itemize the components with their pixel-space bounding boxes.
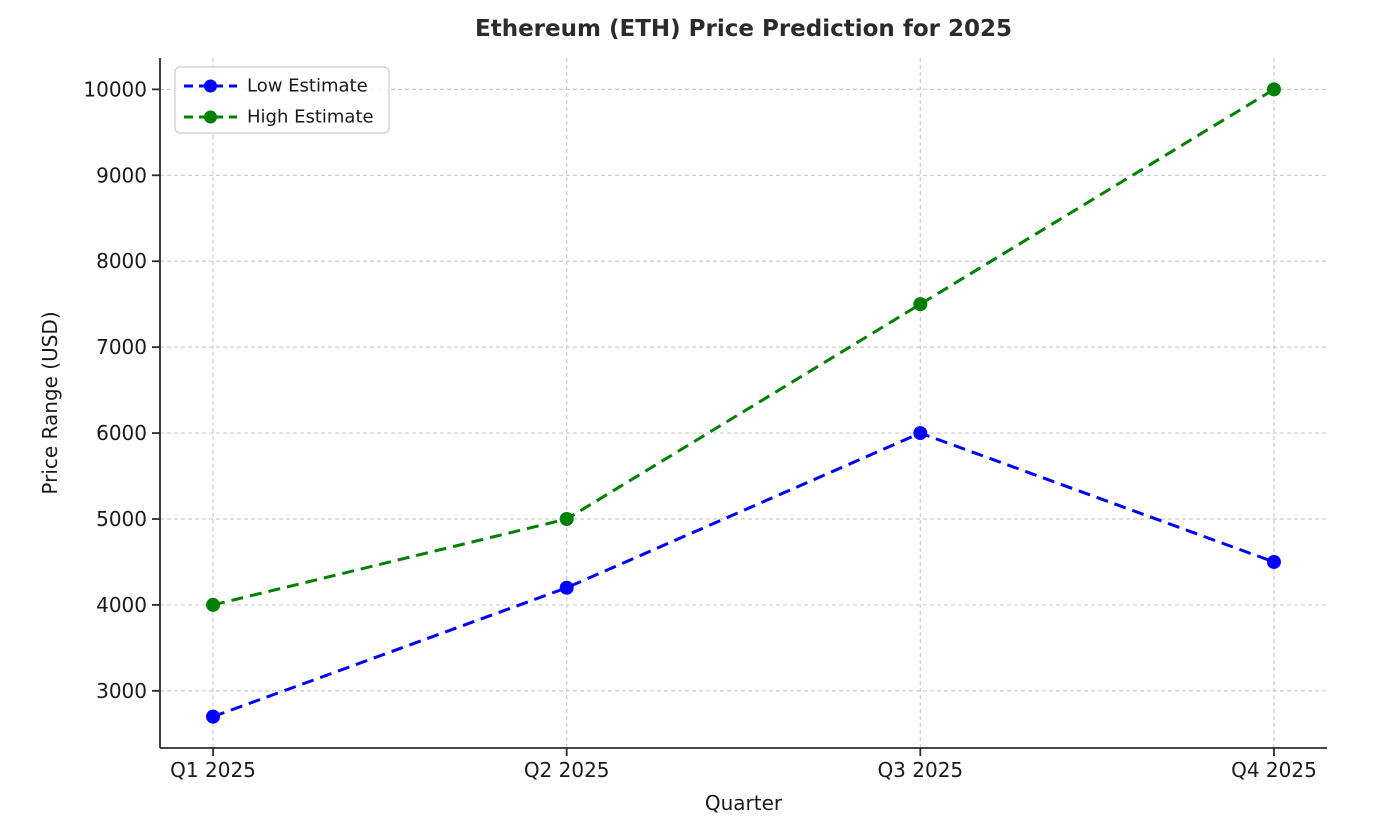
- data-point-low-estimate: [1266, 554, 1281, 569]
- x-tick-label: Q3 2025: [877, 758, 963, 782]
- series-line-high-estimate: [212, 88, 1275, 607]
- legend-label-low-estimate: Low Estimate: [247, 76, 368, 97]
- legend-box: [174, 66, 390, 134]
- y-tick-label: 7000: [96, 335, 147, 359]
- y-tick-label: 6000: [96, 421, 147, 445]
- x-tick-label: Q1 2025: [170, 758, 256, 782]
- y-tick-label: 3000: [96, 679, 147, 703]
- data-point-high-estimate: [559, 512, 574, 527]
- legend-marker-high-estimate: [204, 110, 217, 124]
- y-axis-label: Price Range (USD): [38, 311, 62, 494]
- data-point-high-estimate: [913, 297, 928, 312]
- data-point-low-estimate: [206, 709, 221, 724]
- x-axis-label: Quarter: [705, 791, 783, 815]
- y-tick-label: 4000: [96, 593, 147, 617]
- legend-label-high-estimate: High Estimate: [247, 107, 374, 128]
- legend-marker-low-estimate: [204, 79, 217, 93]
- series-line-low-estimate: [212, 431, 1275, 719]
- x-tick-label: Q2 2025: [524, 758, 610, 782]
- data-point-high-estimate: [206, 597, 221, 612]
- y-tick-label: 8000: [96, 249, 147, 273]
- x-tick-label: Q4 2025: [1231, 758, 1317, 782]
- data-point-low-estimate: [913, 426, 928, 441]
- data-point-low-estimate: [559, 580, 574, 595]
- data-point-high-estimate: [1266, 82, 1281, 97]
- y-tick-label: 5000: [96, 507, 147, 531]
- y-tick-label: 9000: [96, 163, 147, 187]
- y-tick-label: 10000: [83, 77, 147, 101]
- chart-title: Ethereum (ETH) Price Prediction for 2025: [475, 16, 1012, 42]
